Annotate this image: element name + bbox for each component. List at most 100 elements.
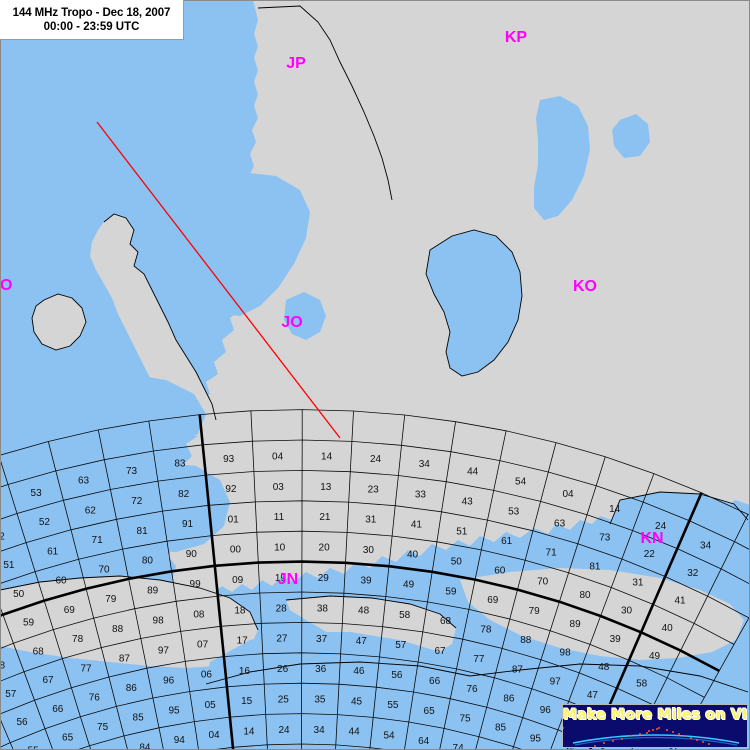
- grid-square-label: 07: [197, 640, 209, 651]
- grid-square-label: 41: [674, 596, 686, 607]
- grid-meridian-15: [512, 456, 606, 750]
- grid-square-label: 56: [391, 670, 403, 681]
- grid-meridian-8: [250, 410, 268, 750]
- land-great-britain: [90, 214, 216, 436]
- grid-square-label: 51: [3, 560, 15, 571]
- banner-graphic: [563, 727, 740, 747]
- grid-square-label: 41: [411, 519, 423, 530]
- grid-square-label: 39: [610, 634, 622, 645]
- grid-square-label: 84: [139, 742, 151, 750]
- grid-square-label: 65: [62, 733, 74, 744]
- grid-square-label: 58: [399, 610, 411, 621]
- grid-square-label: 59: [445, 586, 457, 597]
- land-scandinavia: [258, 6, 392, 214]
- coastline-group: [0, 5, 749, 693]
- grid-square-label: 29: [318, 573, 330, 584]
- grid-meridian-6: [148, 420, 199, 750]
- grid-square-label: 04: [272, 451, 284, 462]
- grid-square-label: 81: [589, 561, 601, 572]
- grid-square-label: 20: [319, 543, 331, 554]
- grid-parallel-7: [0, 652, 675, 750]
- grid-square-label: 73: [126, 466, 138, 477]
- sea-mediterranean-west: [206, 632, 470, 722]
- grid-square-label: 32: [687, 568, 699, 579]
- grid-square-label: 30: [363, 545, 375, 556]
- grid-square-label: 14: [243, 727, 255, 738]
- grid-square-label: 34: [314, 725, 326, 736]
- grid-square-label: 06: [201, 670, 213, 681]
- grid-square-label: 05: [205, 700, 217, 711]
- coastline-iberia: [0, 575, 259, 631]
- grid-square-label: 62: [85, 505, 97, 516]
- grid-meridian-5: [97, 429, 164, 750]
- grid-square-label: 71: [92, 535, 104, 546]
- banner-text: Make More Miles on VHF: [563, 707, 748, 723]
- grid-square-label: 99: [190, 579, 202, 590]
- grid-square-label: 42: [0, 531, 5, 542]
- grid-square-label: 14: [609, 504, 621, 515]
- grid-meridian-12: [404, 421, 456, 750]
- grid-field-label-ko: KO: [573, 278, 597, 295]
- grid-square-label: 66: [52, 704, 64, 715]
- grid-square-label: 75: [97, 722, 109, 733]
- grid-square-label: 04: [208, 730, 220, 741]
- grid-square-label: 58: [636, 678, 648, 689]
- grid-parallel-2: [0, 500, 750, 619]
- grid-square-label: 21: [319, 512, 331, 523]
- grid-square-label: 43: [462, 497, 474, 508]
- grid-square-label: 98: [560, 648, 572, 659]
- grid-field-labels: IO JP KP JO KO JN KN: [0, 29, 664, 588]
- grid-square-label: 87: [119, 653, 131, 664]
- grid-square-label: 64: [418, 736, 430, 747]
- grid-parallel-0: [0, 439, 750, 551]
- grid-square-label: 49: [649, 651, 661, 662]
- grid-square-label: 61: [47, 546, 59, 557]
- grid-meridian-10: [335, 410, 354, 750]
- land-ireland: [32, 294, 86, 350]
- grid-square-label: 72: [131, 496, 143, 507]
- grid-meridian-3: [0, 457, 92, 750]
- grid-square-label: 14: [321, 452, 333, 463]
- grid-square-label: 94: [174, 735, 186, 746]
- grid-square-label: 81: [137, 526, 149, 537]
- grid-square-label: 47: [356, 636, 368, 647]
- grid-parallel-8: [0, 682, 607, 750]
- grid-meridian-9: [301, 409, 303, 750]
- grid-square-label: 79: [105, 594, 117, 605]
- land-italy-alps: [286, 596, 456, 658]
- grid-square-label: 50: [13, 589, 25, 600]
- banner-horizon-curve: [572, 734, 740, 744]
- promo-banner[interactable]: Make More Miles on VHF: [562, 704, 748, 748]
- grid-square-label: 74: [453, 743, 465, 750]
- coastline-scandinavia: [257, 5, 393, 201]
- grid-square-label: 49: [403, 580, 415, 591]
- grid-square-label: 34: [700, 541, 712, 552]
- grid-field-parallel-4: [0, 560, 720, 673]
- grid-square-label: 47: [587, 690, 599, 701]
- grid-square-label: 59: [23, 618, 35, 629]
- grid-square-label: 70: [98, 565, 110, 576]
- grid-meridian-4: [47, 441, 129, 750]
- grid-parallel-9: [75, 713, 525, 750]
- grid-square-label: 53: [31, 488, 43, 499]
- grid-square-label: 96: [540, 705, 552, 716]
- grid-field-label-kp: KP: [505, 29, 528, 46]
- grid-square-label: 46: [353, 666, 365, 677]
- grid-square-label: 79: [529, 606, 541, 617]
- tropo-path-line: [96, 121, 341, 439]
- grid-square-label: 10: [274, 543, 286, 554]
- grid-square-label: 22: [644, 549, 656, 560]
- grid-square-label: 85: [495, 723, 507, 734]
- grid-square-label: 95: [168, 705, 180, 716]
- grid-square-label: 90: [186, 549, 198, 560]
- grid-square-label: 24: [370, 454, 382, 465]
- banner-signal-dots: [563, 727, 710, 747]
- grid-square-label: 44: [349, 727, 361, 738]
- grid-square-label: 80: [579, 590, 591, 601]
- grid-square-label: 63: [78, 476, 90, 487]
- grid-square-label: 30: [621, 606, 633, 617]
- sea-bothnia: [534, 96, 590, 220]
- grid-square-label: 53: [508, 506, 520, 517]
- grid-square-label: 68: [440, 616, 452, 627]
- sea-biscay: [104, 462, 230, 552]
